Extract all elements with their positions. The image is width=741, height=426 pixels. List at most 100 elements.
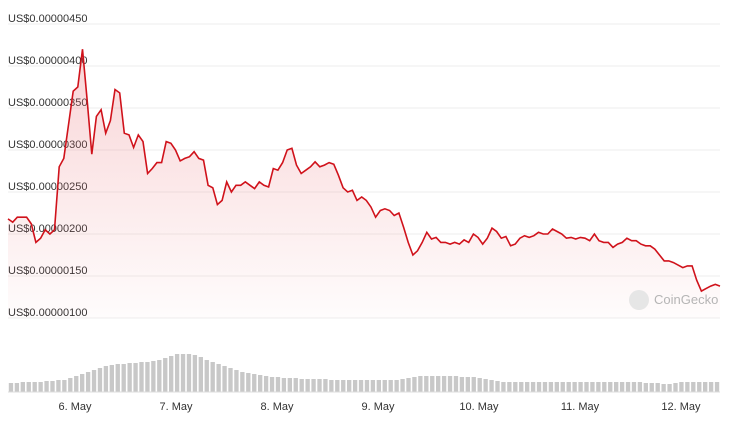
volume-bar — [139, 362, 144, 392]
volume-bar — [625, 382, 631, 392]
volume-bar — [192, 355, 198, 392]
volume-bar — [548, 382, 554, 392]
x-tick-label: 9. May — [361, 401, 395, 413]
volume-bar — [643, 383, 648, 392]
volume-bar — [269, 377, 275, 392]
volume-bar — [62, 380, 67, 392]
volume-bar — [97, 368, 103, 392]
volume-bar — [614, 382, 619, 392]
volume-bar — [430, 376, 435, 392]
volume-bar — [275, 377, 281, 392]
volume-bar — [358, 380, 364, 392]
volume-bar — [103, 366, 109, 392]
volume-bar — [465, 377, 470, 392]
volume-bar — [412, 377, 417, 392]
volume-bar — [667, 384, 672, 392]
volume-bar — [631, 382, 637, 392]
volume-bar — [679, 382, 684, 392]
volume-bar — [637, 382, 643, 392]
volume-bar — [459, 377, 465, 392]
volume-bar — [424, 376, 429, 392]
plot: 6. May 7. May 8. May 9. May 10. May 11. May 12… — [7, 49, 721, 413]
volume-bar — [299, 379, 304, 392]
volume-bar — [406, 378, 411, 392]
volume-bar — [68, 378, 73, 392]
volume-bar — [590, 382, 595, 392]
volume-bar — [115, 364, 120, 392]
volume-bar — [714, 382, 720, 392]
volume-bar — [708, 382, 714, 392]
volume-bar — [281, 378, 287, 392]
volume-bar — [174, 354, 180, 392]
volume-bar — [157, 360, 162, 392]
volume-bar — [341, 380, 346, 392]
volume-bar — [364, 380, 370, 392]
volume-bar — [234, 370, 239, 392]
volume-bar — [228, 368, 233, 392]
volume-bar — [352, 380, 358, 392]
volume-bar — [578, 382, 583, 392]
volume-bar — [619, 382, 625, 392]
x-tick-label: 11. May — [561, 401, 600, 413]
volume-bar — [608, 382, 613, 392]
volume-bar — [655, 383, 660, 392]
volume-bar — [323, 379, 328, 392]
volume-bar — [163, 358, 168, 392]
volume-bar — [685, 382, 690, 392]
volume-bar — [329, 380, 334, 392]
y-tick-label: US$0.00000450 — [8, 13, 88, 25]
volume-bar — [133, 363, 138, 392]
volume-bar — [513, 382, 518, 392]
volume-bar — [204, 360, 209, 392]
volume-bar — [400, 379, 405, 392]
volume-bar — [489, 380, 494, 392]
volume-bar — [258, 375, 263, 392]
volume-bar — [186, 354, 192, 392]
volume-bar — [317, 379, 322, 392]
volume-bar — [507, 382, 512, 392]
volume-bar — [388, 380, 393, 392]
watermark: CoinGecko — [654, 292, 718, 307]
volume-bar — [8, 383, 14, 392]
volume-bar — [471, 377, 476, 392]
volume-bar — [240, 372, 245, 392]
volume-bar — [691, 382, 696, 392]
volume-bar — [584, 382, 589, 392]
volume-bar — [180, 354, 186, 392]
volume-bar — [649, 383, 654, 392]
volume-bar — [447, 376, 453, 392]
volume-bar — [293, 378, 298, 392]
x-tick-label: 10. May — [459, 401, 499, 413]
volume-bar — [74, 376, 79, 392]
volume-bar — [418, 376, 423, 392]
volume-bar — [210, 362, 215, 392]
volume-bar — [20, 382, 25, 392]
volume-bar — [169, 356, 174, 392]
volume-bar — [483, 379, 488, 392]
volume-bar — [602, 382, 607, 392]
volume-bar — [263, 376, 269, 392]
volume-bar — [222, 366, 227, 392]
area — [8, 49, 720, 318]
volume-bar — [560, 382, 565, 392]
volume-bar — [127, 363, 132, 392]
volume-bar — [198, 357, 203, 392]
volume-bar — [673, 383, 678, 392]
volume-bar — [121, 364, 126, 392]
volume-bar — [145, 362, 150, 392]
price-line — [7, 49, 721, 293]
volume-bar — [477, 378, 482, 392]
volume-bar — [525, 382, 530, 392]
volume-bar — [246, 373, 251, 392]
volume-bar — [370, 380, 376, 392]
volume-bar — [80, 374, 85, 392]
volume-bar — [441, 376, 447, 392]
volume-bar — [44, 381, 49, 392]
volume-bar — [311, 379, 316, 392]
watermark-logo — [629, 290, 649, 310]
volume-bar — [252, 374, 257, 392]
volume-bar — [453, 376, 459, 392]
volume-bar — [554, 382, 559, 392]
volume-bar — [91, 370, 97, 392]
